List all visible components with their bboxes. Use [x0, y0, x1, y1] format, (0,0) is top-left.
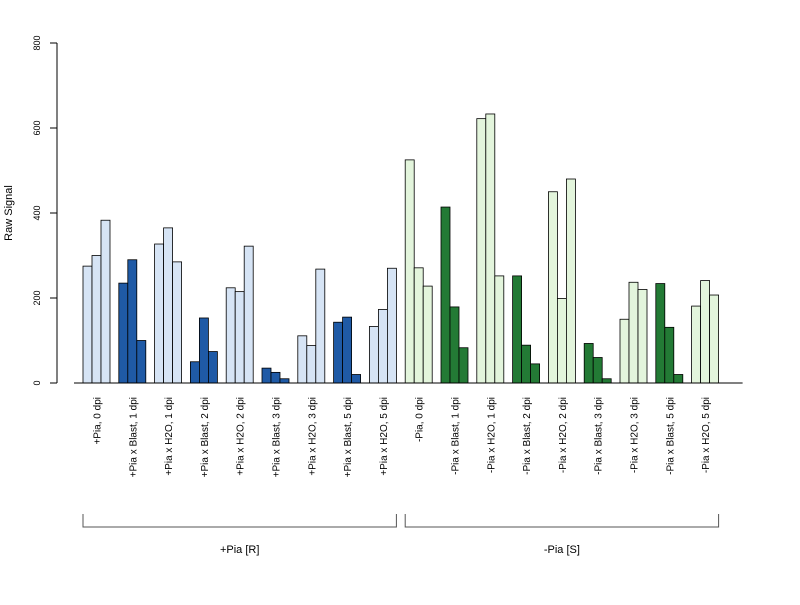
- bar: [530, 363, 540, 384]
- bar: [127, 259, 138, 384]
- x-tick-labels: +Pia, 0 dpi +Pia x Blast, 1 dpi +Pia x H2O…: [93, 397, 713, 477]
- bar: [207, 351, 218, 384]
- x-tick-label: +Pia x Blast, 1 dpi: [128, 397, 139, 477]
- bar: [655, 283, 666, 384]
- bar: [243, 245, 254, 384]
- bar: [619, 318, 630, 384]
- bar: [91, 255, 102, 384]
- bar: [404, 159, 415, 384]
- bar: [333, 321, 344, 384]
- bar: [566, 178, 576, 384]
- y-tick-label: 0: [32, 380, 42, 385]
- bar: [413, 267, 424, 384]
- y-tick-label: 800: [32, 35, 42, 50]
- bar: [673, 374, 684, 384]
- bar: [377, 309, 388, 384]
- bar: [234, 291, 245, 384]
- x-tick-label: +Pia x Blast, 5 dpi: [343, 397, 354, 477]
- bar: [315, 268, 326, 384]
- bar: [476, 118, 487, 384]
- y-tick-label: 200: [32, 290, 42, 305]
- bar: [691, 305, 701, 384]
- bar: [198, 317, 209, 384]
- x-tick-label: +Pia x H2O, 3 dpi: [307, 397, 318, 476]
- bar: [100, 219, 111, 384]
- y-axis-label: Raw Signal: [3, 185, 15, 241]
- group-brackets: +Pia [R] -Pia [S]: [82, 514, 720, 556]
- bar: [82, 265, 93, 384]
- bars: [82, 113, 719, 384]
- bar: [172, 261, 183, 384]
- bar: [494, 275, 505, 384]
- bar: [279, 378, 290, 384]
- x-tick-label: -Pia x Blast, 3 dpi: [594, 397, 605, 475]
- x-tick-label: -Pia x Blast, 2 dpi: [522, 397, 533, 475]
- bar: [601, 378, 612, 384]
- bar: [637, 289, 648, 384]
- bar: [368, 326, 379, 384]
- x-tick-label: -Pia x H2O, 2 dpi: [558, 397, 569, 473]
- y-axis: 0 200 400 600 800: [32, 35, 58, 386]
- bar: [557, 298, 567, 384]
- bar: [154, 243, 165, 384]
- y-tick-label: 400: [32, 205, 42, 220]
- x-tick-label: +Pia x H2O, 2 dpi: [236, 397, 247, 476]
- y-tick-label: 600: [32, 120, 42, 135]
- group-label: +Pia [R]: [220, 544, 259, 556]
- x-tick-label: -Pia x H2O, 3 dpi: [630, 397, 641, 473]
- group-bracket: [82, 514, 397, 528]
- x-tick-label: +Pia x Blast, 2 dpi: [200, 397, 211, 477]
- x-tick-label: +Pia x H2O, 5 dpi: [379, 397, 390, 476]
- bar: [297, 335, 308, 384]
- bar: [664, 326, 675, 384]
- bar: [548, 191, 558, 384]
- bar: [118, 282, 129, 384]
- bar: [136, 340, 147, 384]
- bar: [351, 374, 362, 384]
- bar: [583, 343, 594, 384]
- bar: [485, 113, 496, 384]
- bar: [512, 275, 522, 384]
- bar: [449, 306, 460, 384]
- group-bracket: [404, 514, 720, 528]
- bar: [521, 344, 531, 384]
- x-tick-label: -Pia x H2O, 5 dpi: [701, 397, 712, 473]
- bar: [225, 287, 236, 384]
- bar: [700, 280, 710, 384]
- x-tick-label: -Pia x H2O, 1 dpi: [486, 397, 497, 473]
- bar: [189, 361, 200, 384]
- bar: [709, 294, 719, 384]
- x-tick-label: -Pia x Blast, 5 dpi: [665, 397, 676, 475]
- bar: [440, 206, 451, 384]
- bar: [261, 367, 272, 384]
- bar: [458, 347, 469, 384]
- x-tick-label: +Pia x H2O, 1 dpi: [164, 397, 175, 476]
- group-label: -Pia [S]: [544, 544, 580, 556]
- x-tick-label: -Pia, 0 dpi: [415, 397, 426, 442]
- bar: [163, 227, 174, 384]
- bar: [306, 345, 317, 384]
- bar: [270, 371, 281, 384]
- bar: [342, 316, 353, 384]
- bar: [386, 267, 397, 384]
- bar: [422, 285, 433, 384]
- x-tick-label: +Pia x Blast, 3 dpi: [272, 397, 283, 477]
- bar: [628, 281, 639, 384]
- x-tick-label: -Pia x Blast, 1 dpi: [451, 397, 462, 475]
- x-tick-label: +Pia, 0 dpi: [93, 397, 104, 445]
- bar: [592, 357, 603, 384]
